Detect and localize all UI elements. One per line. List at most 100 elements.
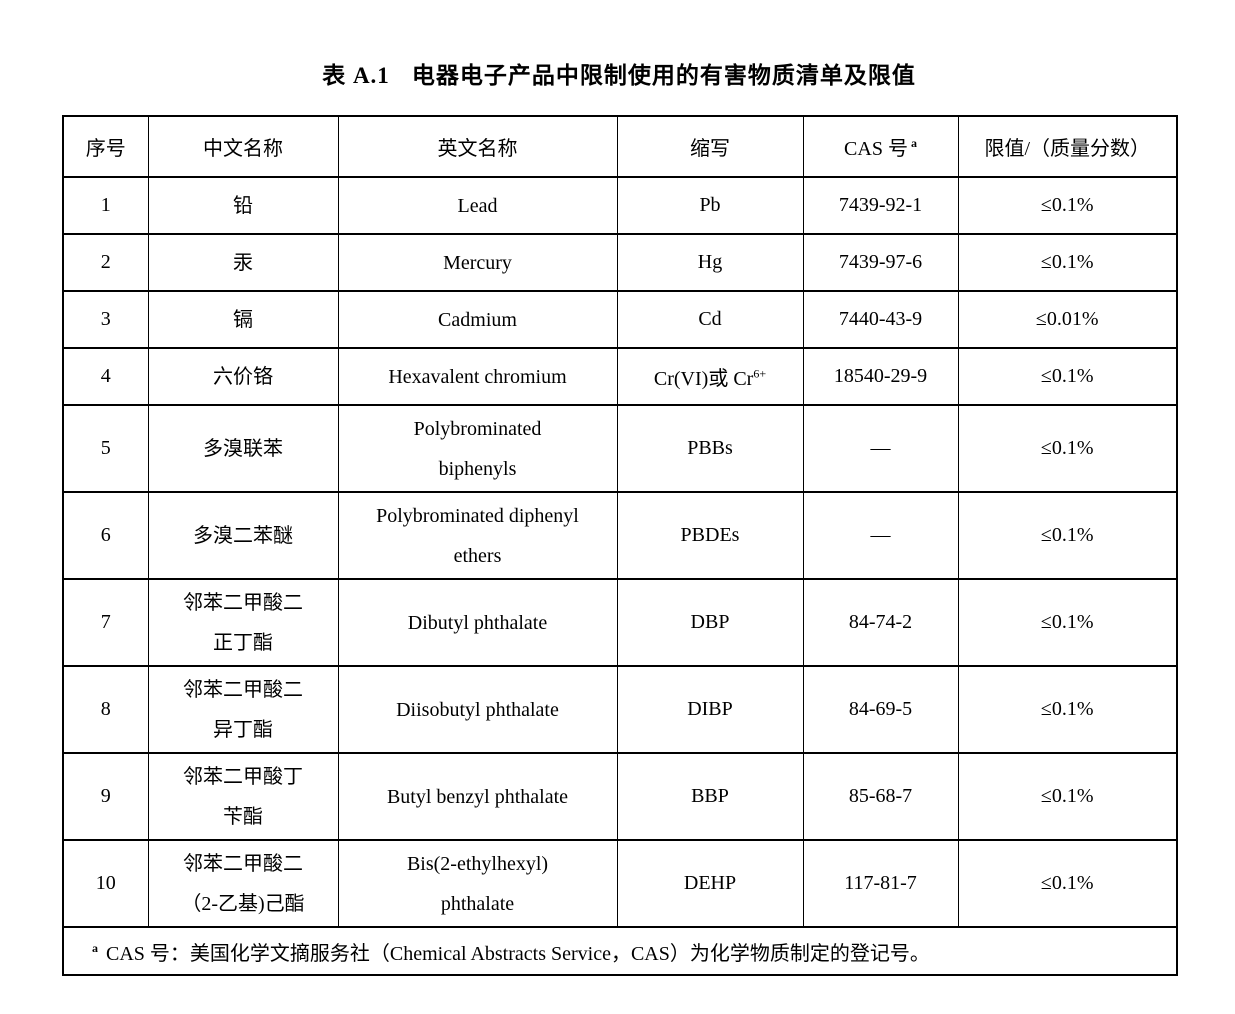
cell-limit-value: ≤0.1% — [957, 176, 1178, 235]
cell-serial-number: 4 — [62, 347, 149, 406]
cell-english-name: Lead — [337, 176, 618, 235]
cell-english-name: Butyl benzyl phthalate — [337, 752, 618, 841]
cell-abbreviation: DEHP — [616, 839, 804, 928]
abbreviation-text: DEHP — [683, 872, 737, 894]
cell-abbreviation: DBP — [616, 578, 804, 667]
cell-cas-number: 84-74-2 — [802, 578, 959, 667]
cell-chinese-name: 多溴联苯 — [147, 404, 339, 493]
footnote-cell: a CAS 号：美国化学文摘服务社（Chemical Abstracts Serv… — [62, 926, 1178, 976]
cell-cas-number: 117-81-7 — [802, 839, 959, 928]
cell-english-name: Polybrominated biphenyls — [337, 404, 618, 493]
cell-chinese-name: 多溴二苯醚 — [147, 491, 339, 580]
cell-chinese-name-line: 多溴二苯醚 — [193, 524, 293, 547]
cell-abbreviation: Cr(VI)或 Cr6+ — [616, 347, 804, 406]
cell-limit-value: ≤0.1% — [957, 578, 1178, 667]
cell-abbreviation: BBP — [616, 752, 804, 841]
cell-serial-number: 5 — [62, 404, 149, 493]
cell-cas-number: 18540-29-9 — [802, 347, 959, 406]
cell-abbreviation: Hg — [616, 233, 804, 292]
cell-serial-number: 1 — [62, 176, 149, 235]
cell-chinese-name-line: 邻苯二甲酸二 — [183, 678, 303, 701]
cell-chinese-name-line: 多溴联苯 — [203, 437, 283, 460]
cell-chinese-name-line: （2-乙基)己酯 — [181, 892, 305, 915]
table-row: 10 邻苯二甲酸二 （2-乙基)己酯 Bis(2-ethylhexyl) phthala… — [62, 839, 1178, 928]
cell-chinese-name-line: 苄酯 — [223, 805, 263, 828]
table-caption-text: 电器电子产品中限制使用的有害物质清单及限值 — [411, 63, 916, 88]
cell-cas-number: 84-69-5 — [802, 665, 959, 754]
cell-cas-number: — — [802, 491, 959, 580]
abbreviation-text: Cr(VI)或 Cr — [653, 368, 754, 390]
cell-cas-number: 85-68-7 — [802, 752, 959, 841]
footnote-text: CAS 号：美国化学文摘服务社（Chemical Abstracts Servi… — [106, 942, 930, 965]
cell-abbreviation: Pb — [616, 176, 804, 235]
cell-chinese-name-line: 铅 — [233, 194, 253, 217]
abbreviation-text: DIBP — [687, 698, 733, 720]
cell-chinese-name-line: 六价铬 — [213, 365, 273, 388]
cell-english-name-line: Mercury — [443, 251, 512, 274]
cell-limit-value: ≤0.01% — [957, 290, 1178, 349]
cell-cas-number: 7439-97-6 — [802, 233, 959, 292]
cell-english-name: Mercury — [337, 233, 618, 292]
cell-limit-value: ≤0.1% — [957, 752, 1178, 841]
header-chinese-name: 中文名称 — [147, 115, 339, 178]
cell-chinese-name-line: 正丁酯 — [213, 631, 273, 654]
cell-english-name-line: Cadmium — [438, 308, 517, 331]
cell-chinese-name-line: 异丁酯 — [213, 718, 273, 741]
cell-limit-value: ≤0.1% — [957, 404, 1178, 493]
abbreviation-text: PBDEs — [680, 524, 740, 546]
cell-chinese-name-line: 邻苯二甲酸二 — [183, 852, 303, 875]
cell-english-name-line: phthalate — [440, 892, 515, 915]
cell-serial-number: 7 — [62, 578, 149, 667]
cell-chinese-name: 镉 — [147, 290, 339, 349]
cell-chinese-name-line: 邻苯二甲酸二 — [183, 591, 303, 614]
table-row: 6 多溴二苯醚 Polybrominated diphenyl ethers PBDEs… — [62, 491, 1178, 580]
cell-english-name-line: ethers — [453, 544, 502, 567]
cell-abbreviation: DIBP — [616, 665, 804, 754]
cell-chinese-name: 邻苯二甲酸二 正丁酯 — [147, 578, 339, 667]
cell-limit-value: ≤0.1% — [957, 665, 1178, 754]
header-cas-superscript: a — [910, 136, 917, 151]
footnote-marker: a — [92, 940, 98, 955]
cell-chinese-name: 汞 — [147, 233, 339, 292]
cell-cas-number: — — [802, 404, 959, 493]
cell-english-name-line: Polybrominated diphenyl — [376, 504, 579, 527]
cell-chinese-name: 邻苯二甲酸丁 苄酯 — [147, 752, 339, 841]
cell-english-name-line: Butyl benzyl phthalate — [386, 785, 569, 808]
cell-limit-value: ≤0.1% — [957, 839, 1178, 928]
cell-cas-number: 7440-43-9 — [802, 290, 959, 349]
cell-english-name: Diisobutyl phthalate — [337, 665, 618, 754]
cell-english-name: Bis(2-ethylhexyl) phthalate — [337, 839, 618, 928]
cell-limit-value: ≤0.1% — [957, 347, 1178, 406]
cell-english-name-line: Hexavalent chromium — [388, 365, 567, 388]
table-caption: 表 A.1 电器电子产品中限制使用的有害物质清单及限值 — [62, 56, 1176, 90]
header-cas-number-text: CAS 号 — [844, 138, 908, 160]
cell-serial-number: 10 — [62, 839, 149, 928]
table-footer: a CAS 号：美国化学文摘服务社（Chemical Abstracts Serv… — [62, 926, 1178, 976]
cell-english-name-line: Lead — [457, 194, 498, 217]
cell-english-name: Polybrominated diphenyl ethers — [337, 491, 618, 580]
cell-serial-number: 2 — [62, 233, 149, 292]
header-limit: 限值/（质量分数） — [957, 115, 1178, 178]
cell-english-name-line: Bis(2-ethylhexyl) — [406, 852, 549, 875]
cell-chinese-name: 邻苯二甲酸二 异丁酯 — [147, 665, 339, 754]
cell-chinese-name: 六价铬 — [147, 347, 339, 406]
cell-chinese-name-line: 邻苯二甲酸丁 — [183, 765, 303, 788]
cell-english-name-line: Diisobutyl phthalate — [396, 698, 559, 721]
cell-english-name-line: Polybrominated — [413, 417, 542, 440]
cell-abbreviation: Cd — [616, 290, 804, 349]
cell-english-name-line: biphenyls — [438, 457, 517, 480]
table-row: 9 邻苯二甲酸丁 苄酯 Butyl benzyl phthalate BBP 85-68-… — [62, 752, 1178, 841]
abbreviation-text: Hg — [697, 251, 723, 273]
cell-chinese-name: 邻苯二甲酸二 （2-乙基)己酯 — [147, 839, 339, 928]
cell-serial-number: 9 — [62, 752, 149, 841]
cell-serial-number: 6 — [62, 491, 149, 580]
table-row: 3 镉 Cadmium Cd 7440-43-9 ≤0.01% — [62, 290, 1178, 349]
cell-chinese-name: 铅 — [147, 176, 339, 235]
abbreviation-superscript: 6+ — [753, 366, 767, 381]
cell-english-name: Cadmium — [337, 290, 618, 349]
abbreviation-text: Pb — [699, 194, 721, 216]
header-abbreviation: 缩写 — [616, 115, 804, 178]
header-english-name: 英文名称 — [337, 115, 618, 178]
